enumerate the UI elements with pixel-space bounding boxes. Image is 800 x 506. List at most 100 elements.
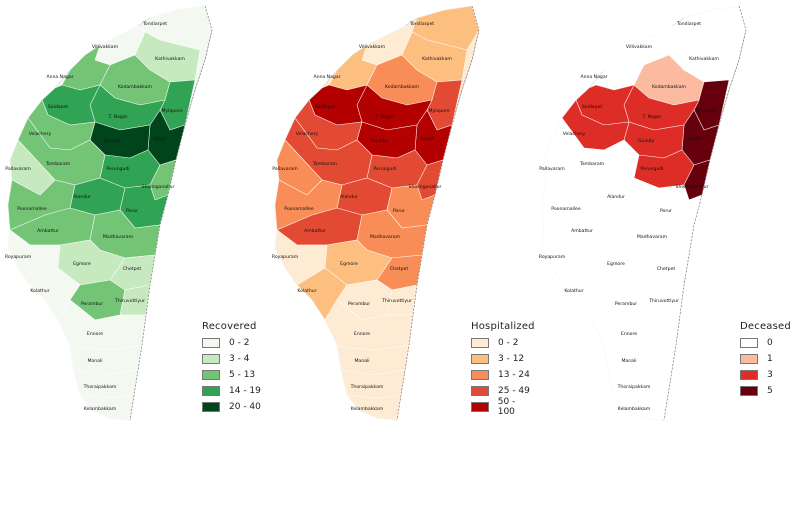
place-label: Anna Nagar (313, 74, 340, 80)
place-label: T. Nagar (107, 114, 127, 120)
place-label: Kelambakkam (351, 406, 384, 412)
place-label: Kolathur (297, 288, 316, 294)
legend-label: 1 (767, 353, 773, 364)
place-label: Perungudi (640, 166, 663, 172)
legend-title: Hospitalized (471, 321, 535, 332)
legend-item: 3 - 4 (202, 352, 261, 365)
place-label: Kodambakkam (385, 84, 420, 90)
legend-label: 5 (767, 385, 773, 396)
place-label: Kolathur (564, 288, 583, 294)
place-label: Manali (354, 358, 369, 364)
place-label: Tambaram (45, 161, 71, 167)
place-label: Guindy (638, 138, 655, 144)
place-label: Sholinganallur (142, 184, 175, 190)
place-label: Kolathur (30, 288, 49, 294)
place-label: Saidapet (48, 104, 68, 110)
legend-item: 1 (740, 352, 791, 365)
place-label: Porur (126, 208, 138, 214)
place-label: Ambattur (37, 228, 59, 234)
place-label: Chetpet (123, 266, 141, 272)
place-label: Perungudi (373, 166, 396, 172)
coastline (663, 5, 747, 421)
place-label: Madhavaram (103, 234, 134, 240)
place-label: Chetpet (390, 266, 408, 272)
legend-swatch (202, 385, 220, 396)
place-label: Mylapore (695, 108, 716, 114)
place-label: Ambattur (571, 228, 593, 234)
legend-item: 20 - 40 (202, 400, 261, 413)
place-label: Ennore (87, 331, 103, 337)
deceased-map: Tondiarpet Kathivakkam Villivakkam Anna Nag… (539, 5, 747, 421)
place-label: Tambaram (312, 161, 338, 167)
place-label: Tondiarpet (409, 21, 434, 27)
legend-label: 0 - 2 (229, 337, 250, 348)
legend-swatch (740, 385, 758, 396)
place-label: Adyar (687, 136, 701, 142)
legend-item: 0 (740, 336, 791, 349)
place-label: Sholinganallur (676, 184, 709, 190)
place-label: Perambur (615, 301, 637, 307)
legend-item: 25 - 49 (471, 384, 535, 397)
legend-swatch (471, 369, 489, 380)
place-label: Tondiarpet (142, 21, 167, 27)
place-label: Pallavaram (5, 166, 31, 172)
zone-polygon (603, 344, 677, 376)
place-label: Thiruvottiyur (114, 298, 145, 304)
place-label: Chetpet (657, 266, 675, 272)
deceased-map-panel: Tondiarpet Kathivakkam Villivakkam Anna Nag… (534, 0, 800, 440)
place-label: Manali (87, 358, 102, 364)
legend-swatch (740, 337, 758, 348)
legend-item: 0 - 2 (471, 336, 535, 349)
place-label: Guindy (104, 138, 121, 144)
recovered-legend: Recovered 0 - 2 3 - 4 5 - 13 14 - 19 20 - 40 (202, 321, 261, 416)
legend-item: 14 - 19 (202, 384, 261, 397)
place-label: Egmore (340, 261, 358, 267)
place-label: Velachery (296, 131, 319, 137)
place-label: Velachery (563, 131, 586, 137)
place-label: Tondiarpet (676, 21, 701, 27)
legend-label: 20 - 40 (229, 401, 261, 412)
place-label: Ambattur (304, 228, 326, 234)
legend-title: Recovered (202, 321, 257, 332)
place-label: Alandur (73, 194, 91, 200)
place-label: Thiruvottiyur (648, 298, 679, 304)
place-label: Alandur (607, 194, 625, 200)
place-label: Thoraipakkam (350, 384, 384, 390)
legend-item: 0 - 2 (202, 336, 261, 349)
legend-title: Deceased (740, 321, 791, 332)
legend-swatch (202, 369, 220, 380)
legend-swatch (740, 369, 758, 380)
place-label: Porur (660, 208, 672, 214)
place-label: Anna Nagar (580, 74, 607, 80)
legend-item: 3 - 12 (471, 352, 535, 365)
place-label: Alandur (340, 194, 358, 200)
place-label: Velachery (29, 131, 52, 137)
zone-polygon (69, 344, 143, 376)
place-label: Guindy (371, 138, 388, 144)
place-label: Adyar (153, 136, 167, 142)
legend-label: 3 (767, 369, 773, 380)
place-label: Manali (621, 358, 636, 364)
deceased-legend: Deceased 0 1 3 5 (740, 321, 791, 400)
place-label: Anna Nagar (46, 74, 73, 80)
place-label: Saidapet (315, 104, 335, 110)
place-label: Pallavaram (272, 166, 298, 172)
legend-label: 0 (767, 337, 773, 348)
place-label: Villivakkam (626, 44, 653, 50)
place-label: Poonamallee (17, 206, 47, 212)
place-label: Mylapore (161, 108, 182, 114)
legend-swatch (202, 337, 220, 348)
place-label: Ennore (354, 331, 370, 337)
place-label: Perungudi (106, 166, 129, 172)
place-label: Kathivakkam (689, 56, 719, 62)
hospitalized-map-panel: Tondiarpet Kathivakkam Villivakkam Anna Nag… (267, 0, 535, 440)
legend-item: 50 - 100 (471, 397, 535, 417)
legend-label: 3 - 4 (229, 353, 250, 364)
legend-label: 5 - 13 (229, 369, 256, 380)
legend-label: 14 - 19 (229, 385, 261, 396)
legend-swatch (202, 401, 220, 412)
legend-label: 25 - 49 (498, 385, 530, 396)
coastline (396, 5, 480, 421)
place-label: Royapuram (272, 254, 299, 260)
place-label: Adyar (420, 136, 434, 142)
